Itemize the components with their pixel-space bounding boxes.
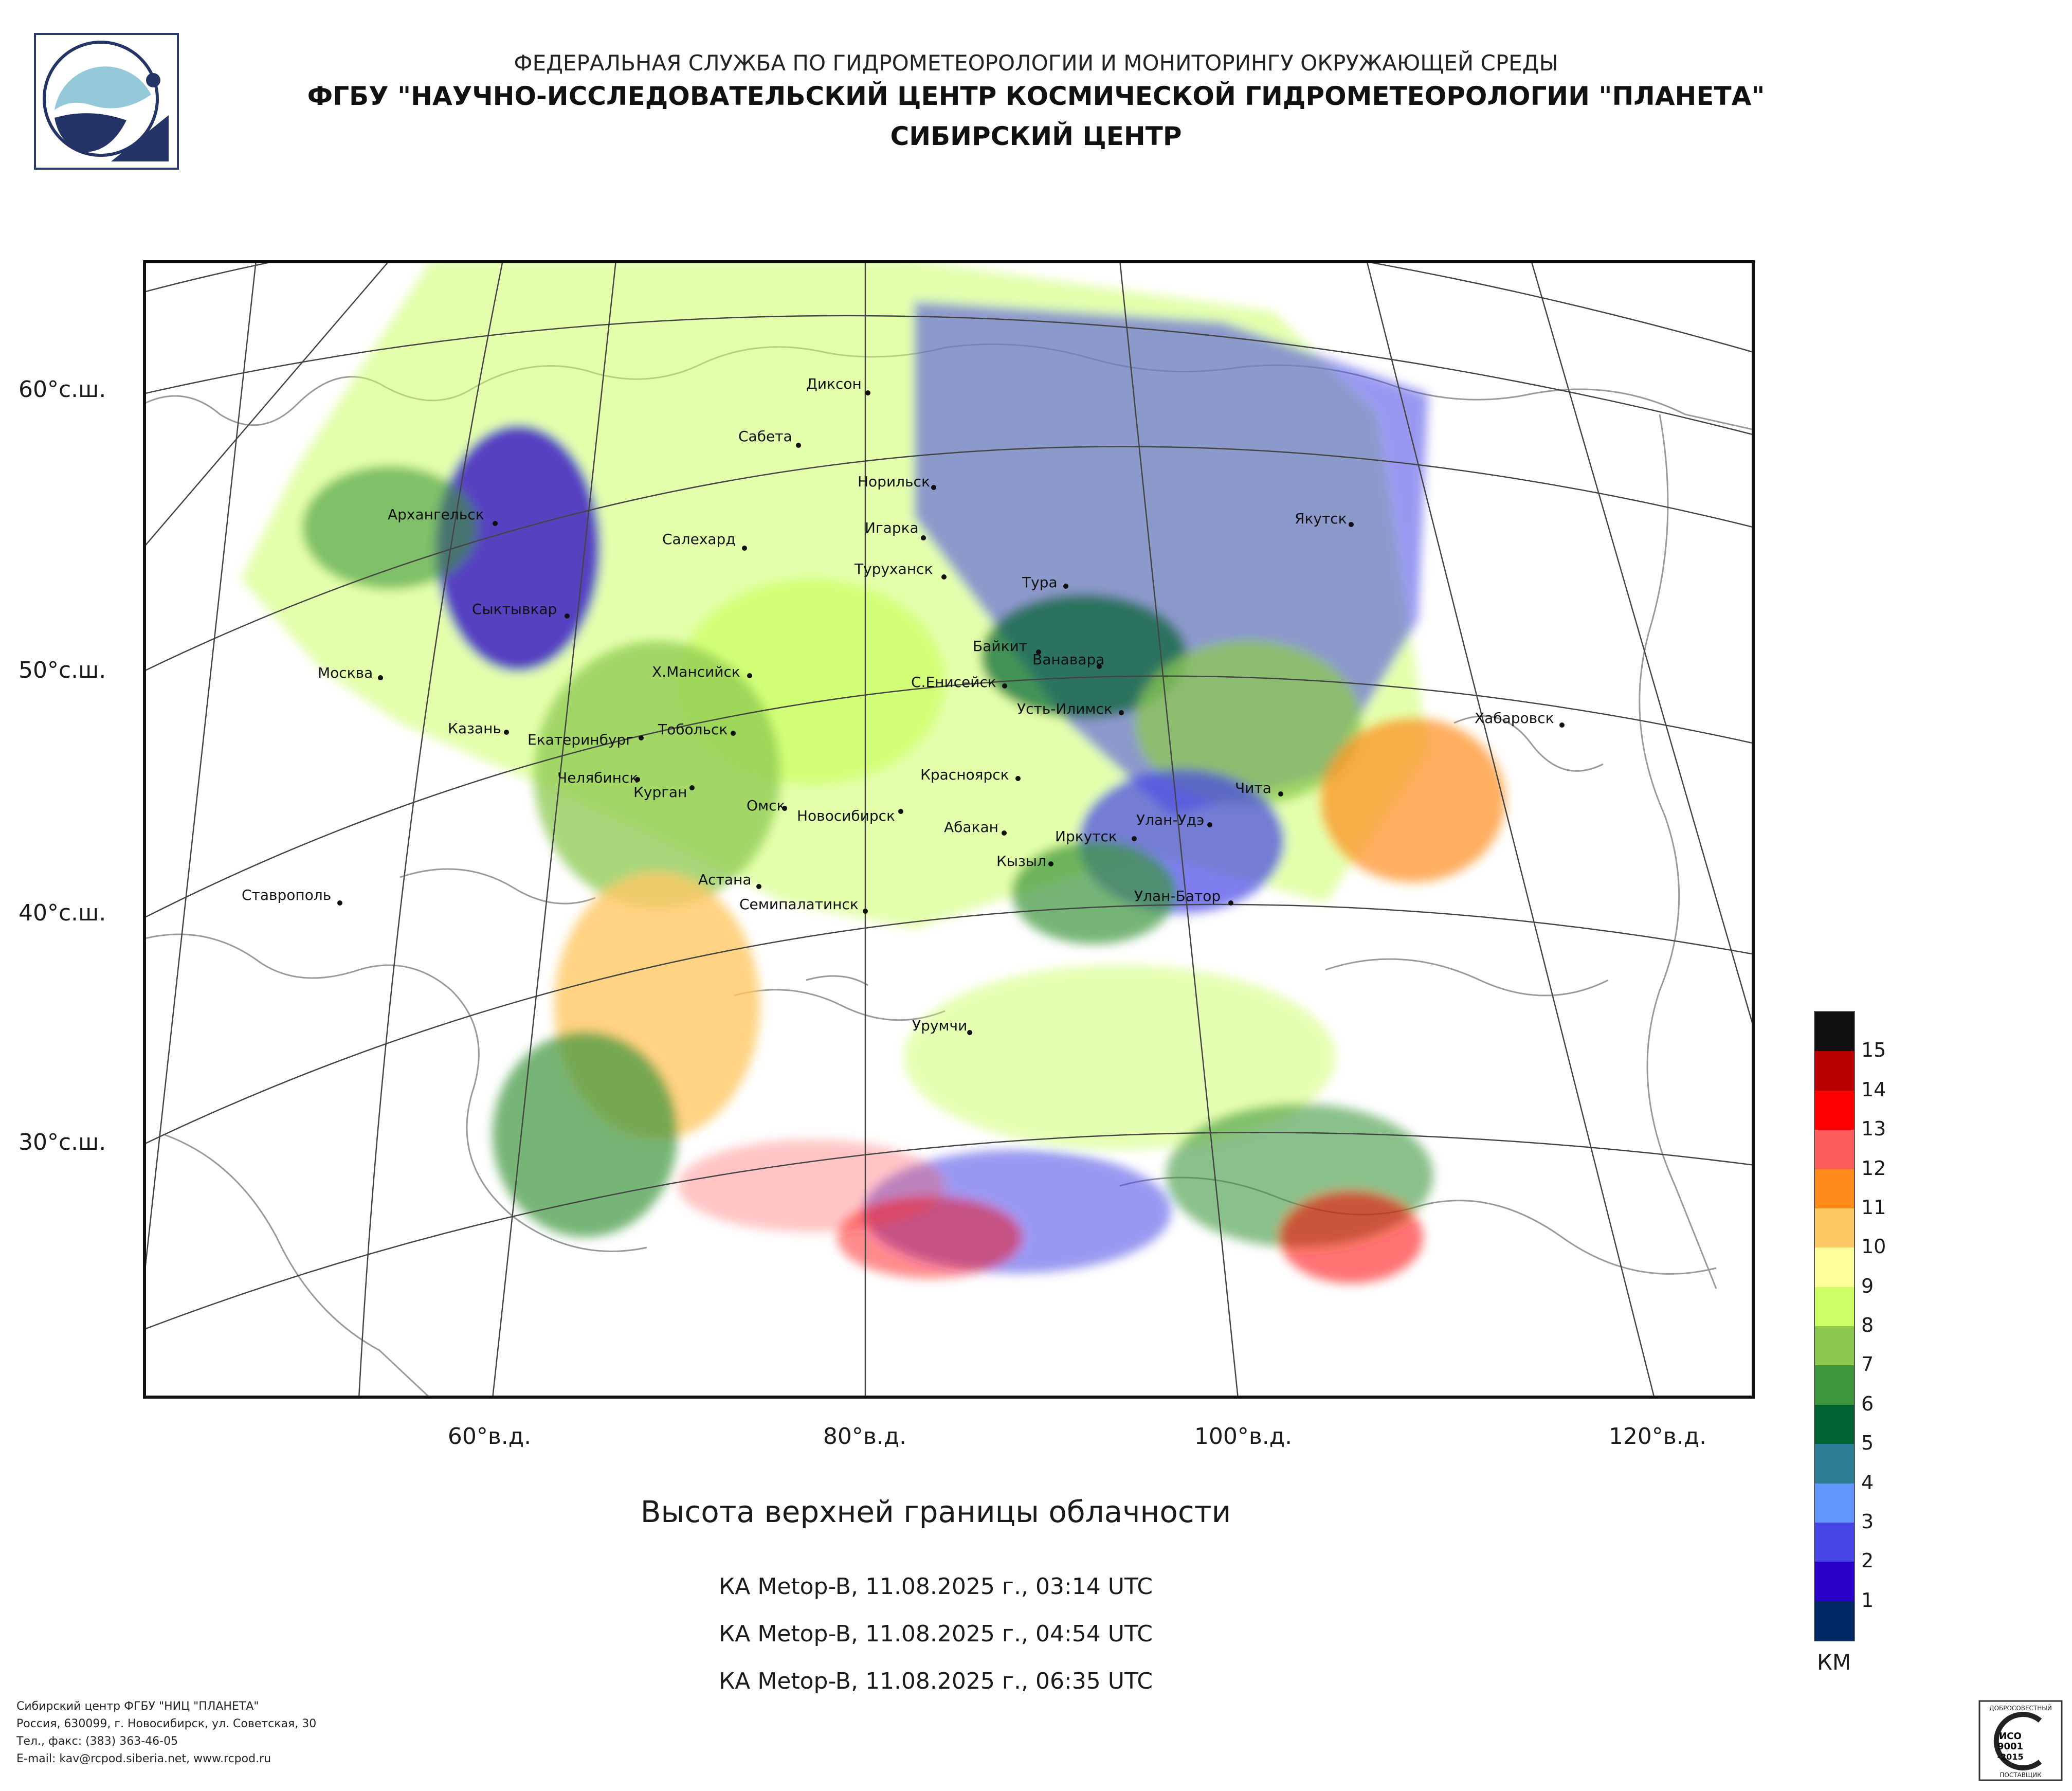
legend-swatch — [1815, 1404, 1854, 1445]
legend-label: 5 — [1861, 1432, 1874, 1455]
legend-label: 11 — [1861, 1196, 1886, 1219]
legend-swatch — [1815, 1365, 1854, 1405]
city-label: Улан-Удэ — [1136, 811, 1204, 828]
city-label: Красноярск — [920, 766, 1009, 783]
city-label: Улан-Батор — [1134, 888, 1221, 904]
lon-label-100: 100°в.д. — [1194, 1423, 1293, 1450]
city-label: Челябинск — [557, 769, 638, 786]
city-label: Урумчи — [912, 1017, 967, 1034]
city-label: Усть-Илимск — [1017, 700, 1113, 717]
footer-line: E-mail: kav@rcpod.siberia.net, www.rcpod… — [16, 1752, 271, 1765]
city-label: Семипалатинск — [739, 896, 859, 913]
legend-swatch — [1815, 1326, 1854, 1366]
legend-swatch — [1815, 1169, 1854, 1209]
legend-label: 8 — [1861, 1314, 1874, 1336]
legend-swatch — [1815, 1444, 1854, 1484]
legend-colorbar — [1814, 1011, 1855, 1641]
city-label: Абакан — [944, 819, 998, 836]
legend-swatch — [1815, 1601, 1854, 1641]
legend-label: 3 — [1861, 1510, 1874, 1533]
legend-label: 15 — [1861, 1039, 1886, 1062]
cert-iso: ИСО — [1999, 1731, 2022, 1742]
city-label: С.Енисейск — [911, 674, 996, 691]
cert-2015: -2015 — [1997, 1752, 2023, 1762]
footer-line: Россия, 630099, г. Новосибирск, ул. Сове… — [16, 1717, 317, 1730]
legend-label: 1 — [1861, 1588, 1874, 1612]
lat-label-40: 40°с.ш. — [19, 900, 106, 926]
lon-label-120: 120°в.д. — [1608, 1423, 1707, 1450]
legend-label: 7 — [1861, 1353, 1874, 1376]
city-label: Диксон — [806, 375, 862, 392]
city-label: Ванавара — [1032, 651, 1104, 668]
pass-line: КА Metop-B, 11.08.2025 г., 06:35 UTC — [719, 1668, 1153, 1694]
header-center: СИБИРСКИЙ ЦЕНТР — [890, 121, 1182, 151]
city-label: Москва — [318, 664, 373, 681]
cert-bottom: ПОСТАВЩИК — [2000, 1771, 2042, 1779]
legend-unit: КМ — [1817, 1650, 1851, 1675]
lon-label-60: 60°в.д. — [447, 1423, 532, 1450]
city-label: Казань — [448, 720, 501, 737]
pass-line: КА Metop-B, 11.08.2025 г., 03:14 UTC — [719, 1573, 1153, 1600]
graticule — [143, 260, 1755, 1399]
city-label: Якутск — [1295, 510, 1347, 527]
city-label: Новосибирск — [797, 807, 895, 824]
legend-label: 6 — [1861, 1392, 1874, 1415]
lon-label-80: 80°в.д. — [823, 1423, 907, 1450]
legend-label: 14 — [1861, 1078, 1886, 1101]
city-markers — [337, 390, 1565, 1035]
legend-label: 4 — [1861, 1471, 1874, 1494]
city-label: Туруханск — [854, 560, 933, 577]
city-label: Курган — [633, 784, 687, 801]
legend-swatch — [1815, 1090, 1854, 1131]
city-label: Игарка — [865, 519, 919, 536]
cloud-field — [241, 260, 1505, 1283]
city-label: Астана — [698, 871, 751, 888]
city-label: Норильск — [858, 473, 930, 490]
cert-top: ДОБРОСОВЕСТНЫЙ — [1989, 1704, 2052, 1712]
pass-line: КА Metop-B, 11.08.2025 г., 04:54 UTC — [719, 1621, 1153, 1647]
legend-swatch — [1815, 1287, 1854, 1327]
city-label: Чита — [1235, 780, 1271, 797]
legend-swatch — [1815, 1483, 1854, 1523]
city-label: Иркутск — [1055, 828, 1117, 845]
city-label: Архангельск — [388, 506, 484, 523]
city-label: Омск — [747, 797, 785, 814]
city-label: Байкит — [973, 638, 1027, 655]
city-label: Ставрополь — [242, 887, 331, 903]
city-label: Хабаровск — [1475, 710, 1554, 727]
legend-swatch — [1815, 1012, 1854, 1052]
city-label: Кызыл — [996, 853, 1046, 870]
legend-label: 13 — [1861, 1117, 1886, 1141]
cloud-top-height-map: Диксон Сабета Норильск Игарка Салехард Т… — [143, 260, 1755, 1399]
lat-label-50: 50°с.ш. — [19, 657, 106, 683]
city-label: Екатеринбург — [528, 731, 633, 748]
map-title: Высота верхней границы облачности — [640, 1494, 1231, 1529]
legend-swatch — [1815, 1247, 1854, 1288]
legend-label: 9 — [1861, 1274, 1874, 1297]
cert-9001: 9001 — [1997, 1741, 2023, 1752]
legend-swatch — [1815, 1051, 1854, 1091]
planeta-logo-icon — [34, 33, 179, 170]
footer-line: Сибирский центр ФГБУ "НИЦ "ПЛАНЕТА" — [16, 1700, 259, 1713]
city-label: Сабета — [738, 428, 792, 445]
city-label: Тобольск — [658, 721, 728, 738]
header-institute: ФГБУ "НАУЧНО-ИССЛЕДОВАТЕЛЬСКИЙ ЦЕНТР КОС… — [307, 81, 1765, 111]
legend-swatch — [1815, 1522, 1854, 1563]
lat-label-30: 30°с.ш. — [19, 1129, 106, 1155]
iso-certificate-icon: ДОБРОСОВЕСТНЫЙ ИСО 9001 -2015 ПОСТАВЩИК — [1978, 1700, 2063, 1781]
city-label: Салехард — [662, 531, 736, 548]
legend-swatch — [1815, 1208, 1854, 1249]
legend-swatch — [1815, 1562, 1854, 1602]
lat-label-60: 60°с.ш. — [19, 376, 106, 403]
city-label: Х.Мансийск — [652, 663, 740, 680]
header-agency: ФЕДЕРАЛЬНАЯ СЛУЖБА ПО ГИДРОМЕТЕОРОЛОГИИ … — [514, 50, 1558, 76]
footer-line: Тел., факс: (383) 363-46-05 — [16, 1735, 178, 1748]
legend-label: 12 — [1861, 1156, 1886, 1180]
legend-swatch — [1815, 1130, 1854, 1170]
legend-label: 2 — [1861, 1549, 1874, 1572]
city-label: Сыктывкар — [472, 601, 557, 618]
legend-label: 10 — [1861, 1235, 1886, 1258]
city-label: Тура — [1022, 574, 1058, 591]
